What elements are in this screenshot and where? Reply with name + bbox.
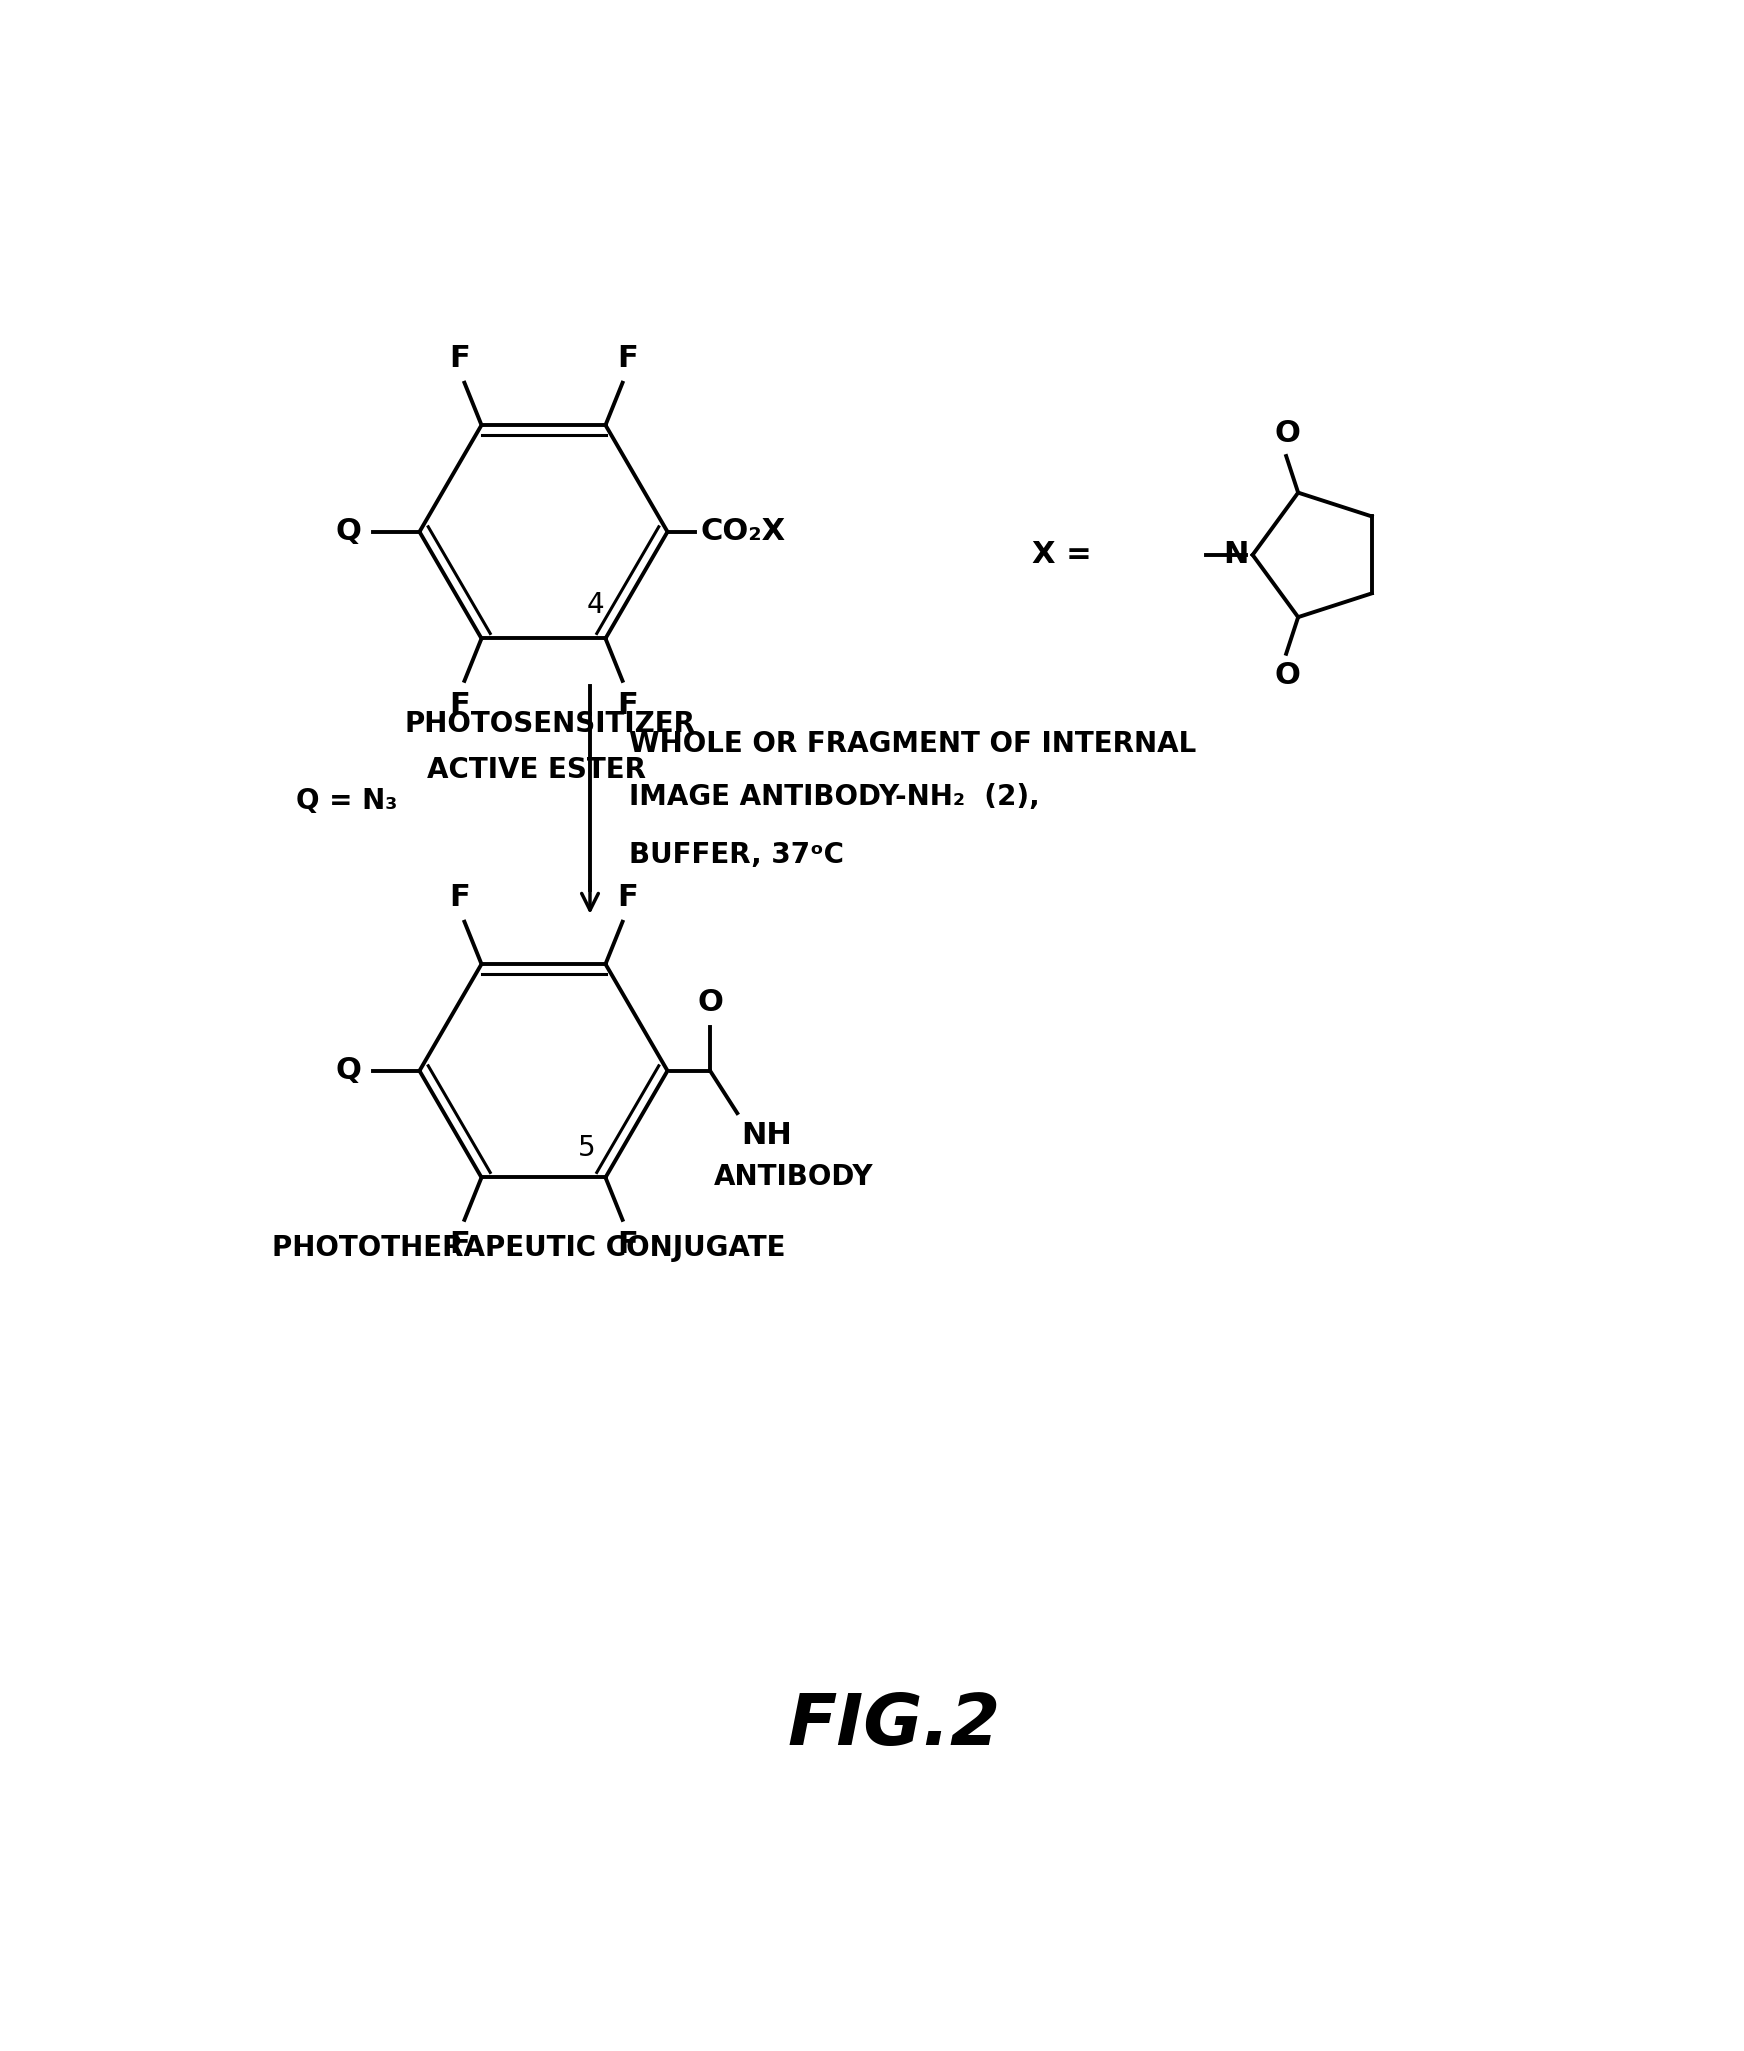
Text: Q: Q (335, 517, 361, 546)
Text: O: O (1275, 662, 1301, 691)
Text: CO₂X: CO₂X (699, 517, 785, 546)
Text: F: F (617, 345, 638, 373)
Text: F: F (450, 882, 471, 913)
Text: 5: 5 (579, 1134, 596, 1161)
Text: F: F (450, 1231, 471, 1259)
Text: F: F (617, 691, 638, 720)
Text: F: F (450, 691, 471, 720)
Text: PHOTOTHERAPEUTIC CONJUGATE: PHOTOTHERAPEUTIC CONJUGATE (272, 1235, 787, 1261)
Text: O: O (1275, 418, 1301, 449)
Text: NH: NH (741, 1120, 792, 1151)
Text: N: N (1223, 539, 1249, 570)
Text: BUFFER, 37ᵒC: BUFFER, 37ᵒC (630, 841, 844, 870)
Text: F: F (617, 1231, 638, 1259)
Text: F: F (617, 882, 638, 913)
Text: IMAGE ANTIBODY-NH₂  (2),: IMAGE ANTIBODY-NH₂ (2), (630, 783, 1039, 812)
Text: X =: X = (1032, 539, 1092, 570)
Text: Q: Q (335, 1056, 361, 1085)
Text: ACTIVE ESTER: ACTIVE ESTER (427, 757, 647, 783)
Text: ANTIBODY: ANTIBODY (713, 1163, 874, 1192)
Text: FIG.2: FIG.2 (787, 1690, 1001, 1760)
Text: O: O (698, 989, 724, 1017)
Text: Q = N₃: Q = N₃ (295, 788, 398, 816)
Text: PHOTOSENSITIZER: PHOTOSENSITIZER (405, 710, 696, 738)
Text: F: F (450, 345, 471, 373)
Text: WHOLE OR FRAGMENT OF INTERNAL: WHOLE OR FRAGMENT OF INTERNAL (630, 730, 1196, 757)
Text: 4: 4 (586, 591, 603, 619)
